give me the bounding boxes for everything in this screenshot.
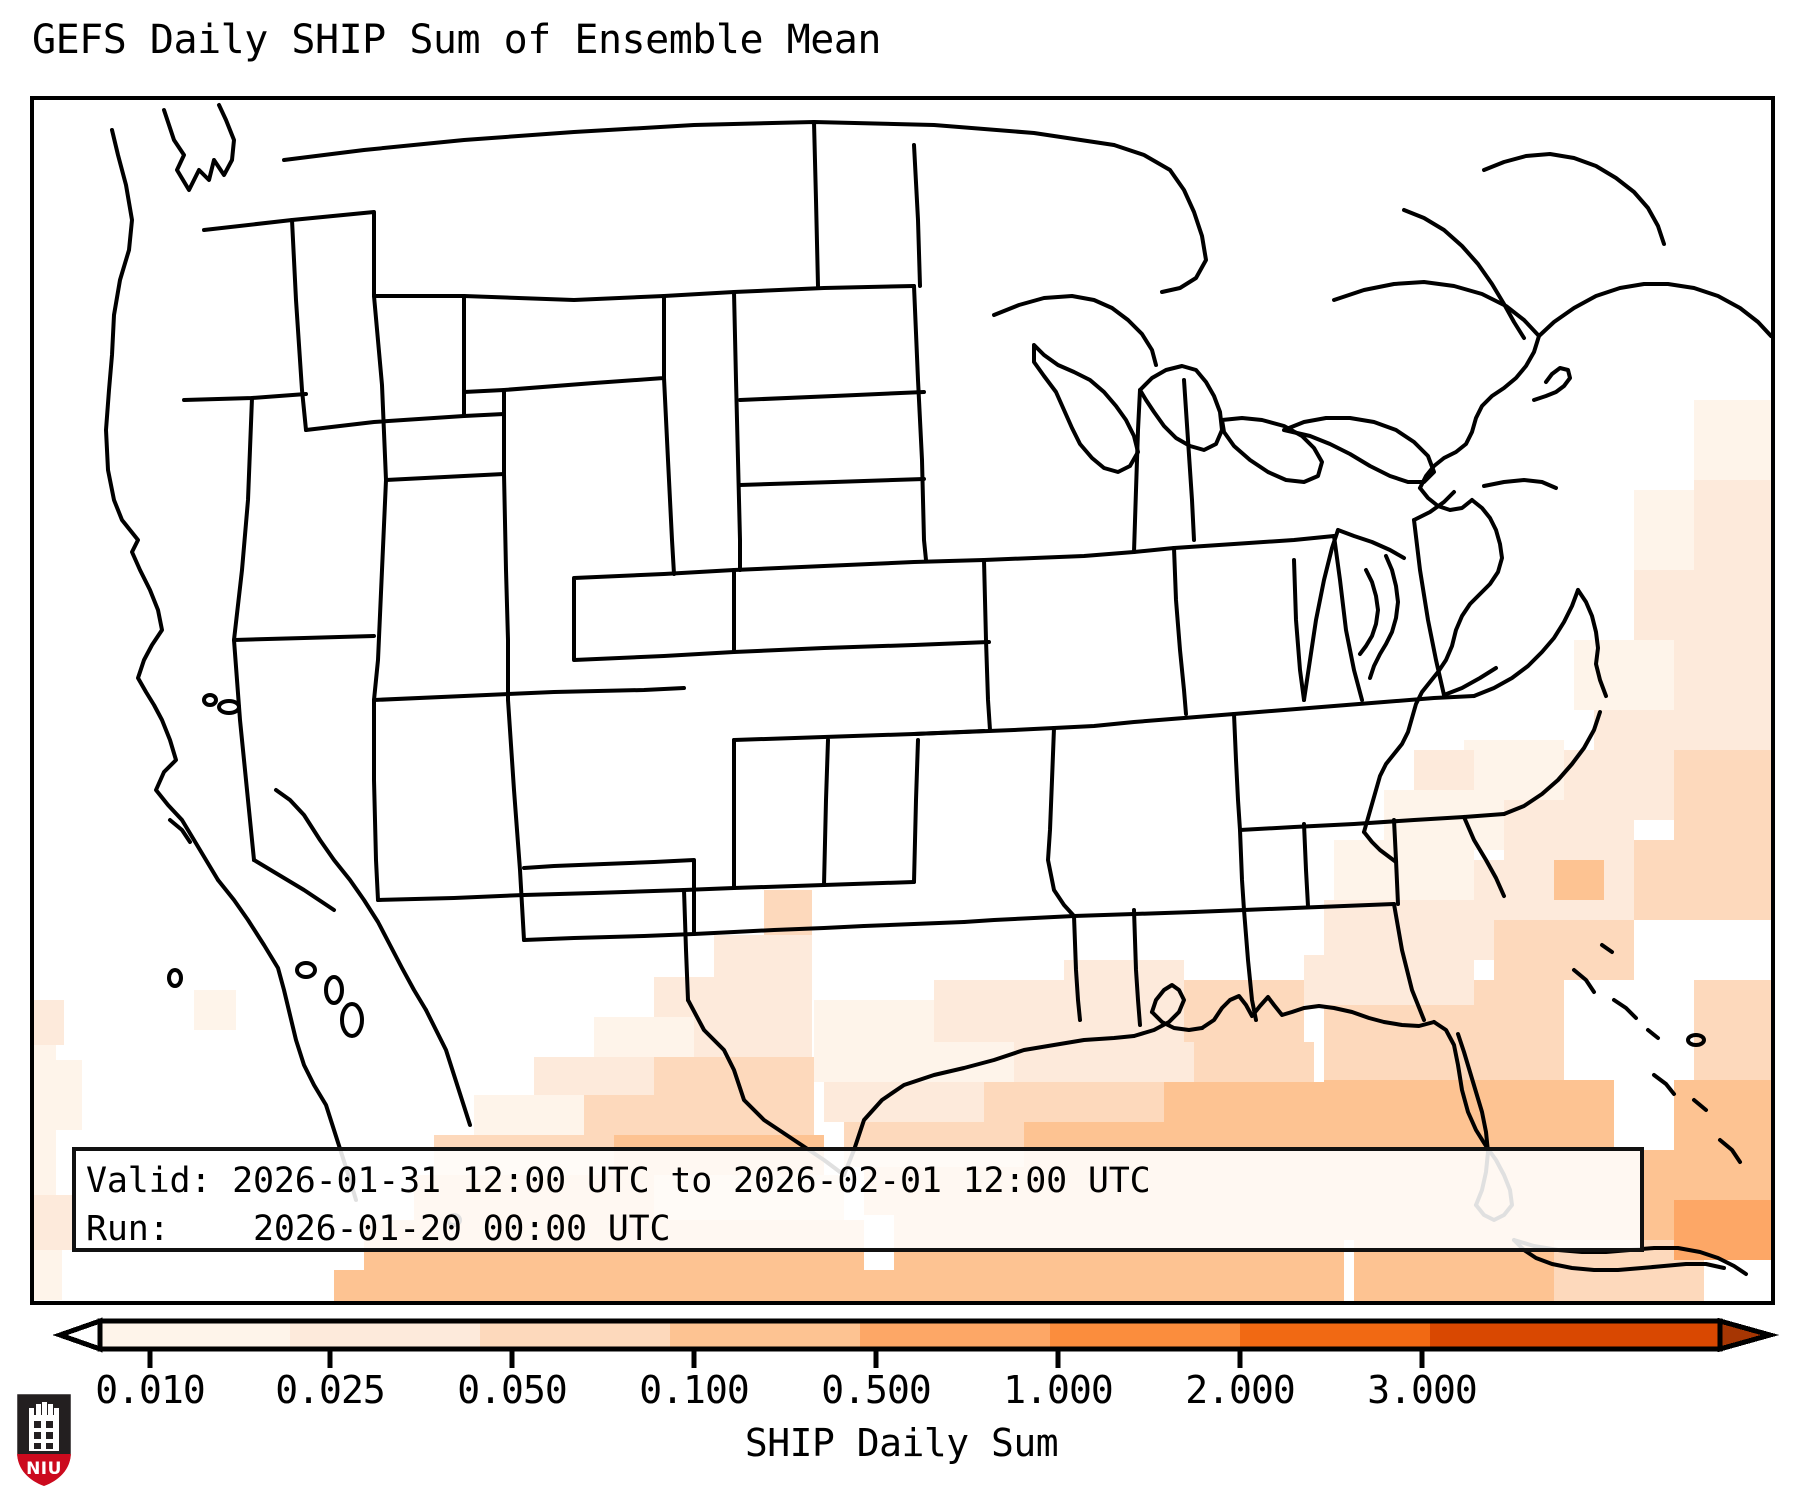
niu-shield-red xyxy=(17,1452,71,1486)
run-time-line: Run: 2026-01-20 00:00 UTC xyxy=(86,1209,671,1249)
page-title: GEFS Daily SHIP Sum of Ensemble Mean xyxy=(32,17,881,63)
colorbar-tick-3: 0.100 xyxy=(639,1368,749,1412)
colorbar-tick-6: 2.000 xyxy=(1185,1368,1295,1412)
niu-logo: NIU xyxy=(14,1391,74,1489)
niu-logo-text: NIU xyxy=(26,1459,62,1479)
niu-tower-icon xyxy=(29,1402,59,1451)
colorbar-svg[interactable] xyxy=(0,1308,1803,1368)
colorbar-tick-0: 0.010 xyxy=(95,1368,205,1412)
colorbar-axis-label: SHIP Daily Sum xyxy=(744,1421,1059,1465)
colorbar-tick-7: 3.000 xyxy=(1367,1368,1477,1412)
colorbar-tick-4: 0.500 xyxy=(821,1368,931,1412)
geography-layer xyxy=(104,103,1771,1276)
colorbar-tick-1: 0.025 xyxy=(275,1368,385,1412)
info-box: Valid: 2026-01-31 12:00 UTC to 2026-02-0… xyxy=(72,1147,1644,1252)
valid-time-line: Valid: 2026-01-31 12:00 UTC to 2026-02-0… xyxy=(86,1161,1151,1201)
colorbar-tick-2: 0.050 xyxy=(457,1368,567,1412)
niu-tower-windows xyxy=(34,1421,53,1449)
colorbar-tick-5: 1.000 xyxy=(1003,1368,1113,1412)
map-inner: Valid: 2026-01-31 12:00 UTC to 2026-02-0… xyxy=(34,100,1771,1301)
colorbar[interactable] xyxy=(0,1308,1803,1368)
map-canvas: Valid: 2026-01-31 12:00 UTC to 2026-02-0… xyxy=(30,96,1775,1305)
colorbar-tick-labels: 0.010 0.025 0.050 0.100 0.500 1.000 2.00… xyxy=(0,1368,1803,1416)
